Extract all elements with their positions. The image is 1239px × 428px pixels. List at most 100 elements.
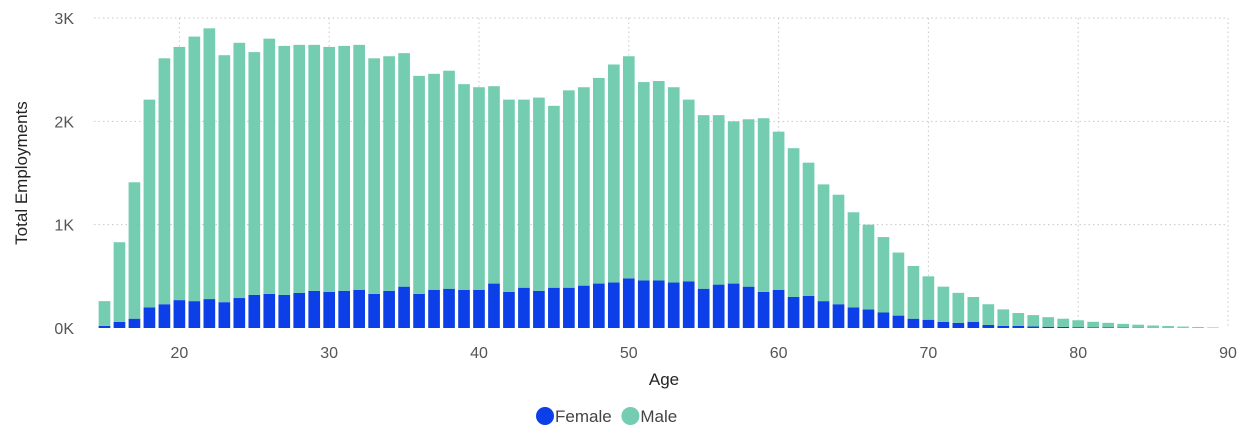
bar-female-age-66[interactable] <box>862 309 875 328</box>
bar-male-age-84[interactable] <box>1132 324 1144 328</box>
bar-male-age-38[interactable] <box>443 70 455 289</box>
bar-female-age-42[interactable] <box>503 291 515 328</box>
bar-female-age-35[interactable] <box>398 286 410 328</box>
bar-female-age-70[interactable] <box>922 319 935 328</box>
bar-male-age-30[interactable] <box>323 46 336 292</box>
bar-female-age-47[interactable] <box>578 285 590 328</box>
bar-male-age-20[interactable] <box>173 46 186 301</box>
bar-male-age-26[interactable] <box>263 38 276 294</box>
bar-female-age-48[interactable] <box>592 283 605 328</box>
bar-female-age-41[interactable] <box>488 283 500 328</box>
bar-male-age-88[interactable] <box>1192 326 1204 328</box>
bar-female-age-34[interactable] <box>383 290 395 328</box>
bar-female-age-40[interactable] <box>473 289 485 328</box>
bar-male-age-69[interactable] <box>907 266 920 319</box>
bar-female-age-29[interactable] <box>308 290 321 328</box>
bar-female-age-22[interactable] <box>203 299 216 328</box>
bar-female-age-27[interactable] <box>278 294 291 328</box>
legend-marker-male[interactable] <box>621 407 640 425</box>
bar-male-age-56[interactable] <box>712 115 725 285</box>
legend-marker-female[interactable] <box>536 407 554 425</box>
bar-male-age-64[interactable] <box>832 194 845 305</box>
bar-male-age-45[interactable] <box>548 105 560 288</box>
bar-female-age-28[interactable] <box>293 292 306 328</box>
bar-female-age-77[interactable] <box>1027 326 1040 328</box>
bar-male-age-35[interactable] <box>398 53 410 287</box>
bar-female-age-17[interactable] <box>128 318 141 328</box>
bar-female-age-25[interactable] <box>248 294 261 328</box>
bar-female-age-75[interactable] <box>997 325 1010 328</box>
bar-male-age-59[interactable] <box>757 118 770 292</box>
bar-male-age-65[interactable] <box>847 212 860 308</box>
bar-female-age-18[interactable] <box>143 307 156 328</box>
bar-female-age-73[interactable] <box>967 321 980 328</box>
bar-male-age-87[interactable] <box>1177 326 1189 328</box>
bar-male-age-49[interactable] <box>607 64 620 283</box>
bar-male-age-17[interactable] <box>128 182 141 319</box>
bar-male-age-82[interactable] <box>1102 322 1114 328</box>
bar-male-age-75[interactable] <box>997 309 1010 326</box>
bar-female-age-32[interactable] <box>353 289 365 328</box>
bar-male-age-42[interactable] <box>503 99 515 292</box>
bar-male-age-80[interactable] <box>1072 320 1085 328</box>
bar-male-age-74[interactable] <box>982 304 995 325</box>
bar-female-age-30[interactable] <box>323 291 336 328</box>
bar-male-age-83[interactable] <box>1117 323 1129 328</box>
bar-male-age-85[interactable] <box>1147 325 1159 328</box>
bar-female-age-43[interactable] <box>518 287 530 328</box>
bar-female-age-38[interactable] <box>443 288 455 328</box>
bar-male-age-78[interactable] <box>1042 317 1055 327</box>
bar-female-age-60[interactable] <box>772 289 785 328</box>
bar-male-age-66[interactable] <box>862 224 875 310</box>
bar-male-age-61[interactable] <box>787 148 800 297</box>
bar-female-age-49[interactable] <box>607 282 620 328</box>
bar-male-age-50[interactable] <box>622 56 635 279</box>
bar-female-age-26[interactable] <box>263 293 276 328</box>
bar-female-age-46[interactable] <box>563 287 575 328</box>
bar-female-age-78[interactable] <box>1042 326 1055 328</box>
bar-male-age-29[interactable] <box>308 44 321 291</box>
bar-female-age-57[interactable] <box>727 283 740 328</box>
bar-female-age-24[interactable] <box>233 298 246 328</box>
bar-female-age-58[interactable] <box>742 286 755 328</box>
bar-male-age-44[interactable] <box>533 97 545 291</box>
bar-male-age-15[interactable] <box>98 301 111 326</box>
bar-male-age-34[interactable] <box>383 56 395 291</box>
bar-male-age-31[interactable] <box>338 45 351 291</box>
bar-male-age-57[interactable] <box>727 121 740 284</box>
bar-female-age-16[interactable] <box>113 321 126 328</box>
bar-male-age-77[interactable] <box>1027 315 1040 327</box>
bar-male-age-71[interactable] <box>937 286 950 322</box>
bar-male-age-51[interactable] <box>637 82 650 281</box>
bar-female-age-36[interactable] <box>413 293 425 328</box>
bar-male-age-70[interactable] <box>922 276 935 320</box>
bar-male-age-41[interactable] <box>488 86 500 284</box>
bar-male-age-67[interactable] <box>877 237 890 313</box>
bar-female-age-50[interactable] <box>622 278 635 328</box>
bar-female-age-52[interactable] <box>652 280 665 328</box>
legend-label-male[interactable]: Male <box>640 407 677 426</box>
bar-male-age-72[interactable] <box>952 292 965 323</box>
bar-female-age-44[interactable] <box>533 290 545 328</box>
bar-male-age-24[interactable] <box>233 42 246 299</box>
bar-male-age-46[interactable] <box>563 90 575 288</box>
bar-male-age-81[interactable] <box>1087 321 1100 328</box>
bar-male-age-22[interactable] <box>203 28 216 300</box>
bar-female-age-80[interactable] <box>1072 327 1085 328</box>
bar-male-age-37[interactable] <box>428 73 440 290</box>
bar-female-age-65[interactable] <box>847 307 860 328</box>
bar-female-age-82[interactable] <box>1102 327 1114 328</box>
bar-female-age-19[interactable] <box>158 304 171 328</box>
bar-male-age-48[interactable] <box>592 77 605 284</box>
bar-female-age-79[interactable] <box>1057 326 1070 328</box>
bar-female-age-69[interactable] <box>907 318 920 328</box>
bar-female-age-61[interactable] <box>787 297 800 328</box>
bar-male-age-27[interactable] <box>278 45 291 295</box>
bar-male-age-19[interactable] <box>158 58 171 305</box>
bar-female-age-76[interactable] <box>1012 325 1025 328</box>
bar-female-age-15[interactable] <box>98 325 111 328</box>
bar-male-age-73[interactable] <box>967 297 980 322</box>
bar-male-age-47[interactable] <box>578 87 590 286</box>
bar-male-age-55[interactable] <box>697 115 710 289</box>
bar-male-age-53[interactable] <box>667 87 680 283</box>
